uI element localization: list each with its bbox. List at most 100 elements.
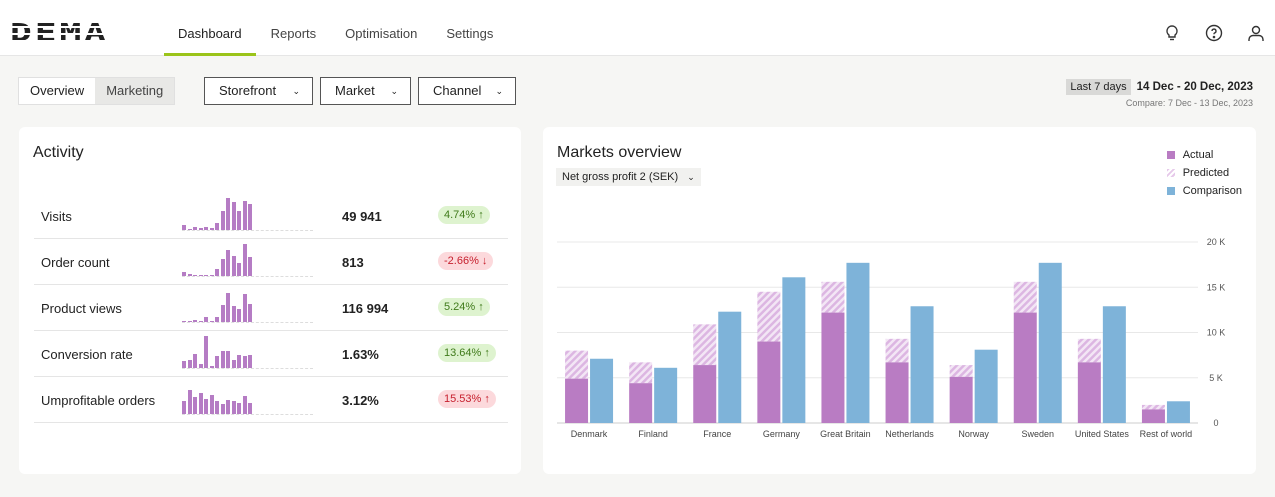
spark-bar (187, 360, 192, 368)
activity-row[interactable]: Visits 49 941 4.74% ↑ (34, 193, 508, 239)
main-nav: Dashboard Reports Optimisation Settings (164, 0, 508, 56)
arrow-up-icon: ↑ (484, 393, 490, 405)
spark-bar (198, 228, 203, 230)
bar-actual[interactable] (693, 365, 717, 423)
change-badge: 13.64% ↑ (438, 344, 496, 362)
spark-bar (198, 275, 203, 276)
dema-logo[interactable]: DEMA (10, 18, 110, 47)
date-range[interactable]: Last 7 days 14 Dec - 20 Dec, 2023 Compare… (1066, 77, 1253, 108)
arrow-down-icon: ↓ (481, 255, 488, 267)
metric-select[interactable]: Net gross profit 2 (SEK) ⌄ (556, 168, 701, 186)
metric-value: 1.63% (342, 347, 379, 362)
y-tick-label: 5 K (1209, 373, 1223, 383)
spark-bar (237, 211, 241, 230)
bar-actual[interactable] (629, 383, 653, 423)
bar-actual[interactable] (821, 312, 845, 423)
spark-bar (209, 275, 214, 276)
bar-predicted[interactable] (1013, 281, 1037, 313)
bar-predicted[interactable] (565, 350, 589, 379)
metric-value: 3.12% (342, 393, 379, 408)
spark-bar (231, 202, 236, 230)
bar-actual[interactable] (1077, 362, 1101, 423)
sparkline (182, 383, 313, 415)
date-preset[interactable]: Last 7 days (1066, 79, 1131, 95)
nav-reports[interactable]: Reports (270, 26, 317, 41)
spark-bar (215, 401, 219, 414)
x-tick-label: Rest of world (1140, 429, 1193, 439)
spark-bar (231, 360, 236, 368)
x-tick-label: Sweden (1021, 429, 1054, 439)
market-dropdown[interactable]: Market ⌄ (320, 77, 411, 105)
bar-comparison[interactable] (782, 277, 806, 423)
spark-bar (187, 274, 192, 276)
tab-marketing[interactable]: Marketing (95, 78, 175, 104)
activity-title: Activity (33, 144, 84, 161)
spark-bar (182, 361, 186, 368)
bar-actual[interactable] (885, 362, 909, 423)
bar-predicted[interactable] (693, 324, 717, 366)
bar-actual[interactable] (1141, 409, 1165, 423)
metric-label: Order count (41, 255, 110, 270)
bar-actual[interactable] (1013, 312, 1037, 423)
spark-bar (226, 250, 230, 276)
spark-bar (204, 336, 208, 368)
channel-dropdown[interactable]: Channel ⌄ (418, 77, 516, 105)
spark-bar (237, 263, 241, 276)
legend-actual: Actual (1166, 146, 1242, 164)
activity-row[interactable]: Conversion rate 1.63% 13.64% ↑ (34, 331, 508, 377)
bar-predicted[interactable] (1141, 404, 1165, 410)
sparkline (182, 198, 313, 231)
spark-bar (182, 272, 186, 276)
spark-bar (248, 257, 252, 276)
bar-comparison[interactable] (1166, 401, 1190, 423)
activity-row[interactable]: Product views 116 994 5.24% ↑ (34, 285, 508, 331)
bar-comparison[interactable] (974, 349, 998, 423)
spark-bar (182, 225, 186, 230)
spark-bar (215, 223, 219, 230)
spark-bar (220, 404, 225, 414)
arrow-up-icon: ↑ (484, 347, 490, 359)
metric-value: 813 (342, 255, 364, 270)
bar-predicted[interactable] (949, 365, 973, 377)
bar-comparison[interactable] (1038, 262, 1062, 423)
bar-predicted[interactable] (757, 291, 781, 342)
chevron-down-icon: ⌄ (687, 172, 695, 182)
bar-comparison[interactable] (846, 262, 870, 423)
tab-overview[interactable]: Overview (19, 78, 96, 104)
spark-bar (209, 321, 214, 322)
activity-row[interactable]: Umprofitable orders 3.12% 15.53% ↑ (34, 377, 508, 423)
bar-predicted[interactable] (1077, 338, 1101, 363)
bar-predicted[interactable] (885, 338, 909, 363)
chart-legend: Actual Predicted Comparison (1166, 146, 1242, 200)
user-icon[interactable] (1247, 24, 1265, 42)
chevron-down-icon: ⌄ (495, 86, 503, 96)
storefront-dropdown[interactable]: Storefront ⌄ (204, 77, 313, 105)
x-tick-label: Denmark (571, 429, 608, 439)
spark-bar (204, 227, 208, 230)
spark-bar (215, 356, 219, 368)
activity-row[interactable]: Order count 813 -2.66% ↓ (34, 239, 508, 285)
date-range-text: 14 Dec - 20 Dec, 2023 (1136, 81, 1253, 93)
legend-comparison: Comparison (1166, 182, 1242, 200)
bar-predicted[interactable] (821, 281, 845, 313)
bar-comparison[interactable] (654, 367, 678, 423)
bar-comparison[interactable] (718, 311, 742, 423)
nav-settings[interactable]: Settings (446, 26, 494, 41)
help-icon[interactable] (1205, 24, 1223, 42)
bar-actual[interactable] (757, 341, 781, 423)
top-bar: DEMA Dashboard Reports Optimisation Sett… (0, 0, 1275, 56)
arrow-up-icon: ↑ (478, 209, 484, 221)
bar-predicted[interactable] (629, 362, 653, 384)
markets-title: Markets overview (557, 144, 682, 161)
bar-actual[interactable] (949, 376, 973, 423)
bar-actual[interactable] (565, 378, 589, 423)
lightbulb-icon[interactable] (1163, 24, 1181, 42)
spark-bar (231, 401, 236, 414)
nav-dashboard[interactable]: Dashboard (164, 0, 256, 56)
compare-range: Compare: 7 Dec - 13 Dec, 2023 (1125, 98, 1253, 108)
nav-optimisation[interactable]: Optimisation (345, 26, 418, 41)
bar-comparison[interactable] (910, 306, 934, 423)
spark-bar (215, 317, 219, 322)
bar-comparison[interactable] (590, 358, 614, 423)
bar-comparison[interactable] (1102, 306, 1126, 423)
